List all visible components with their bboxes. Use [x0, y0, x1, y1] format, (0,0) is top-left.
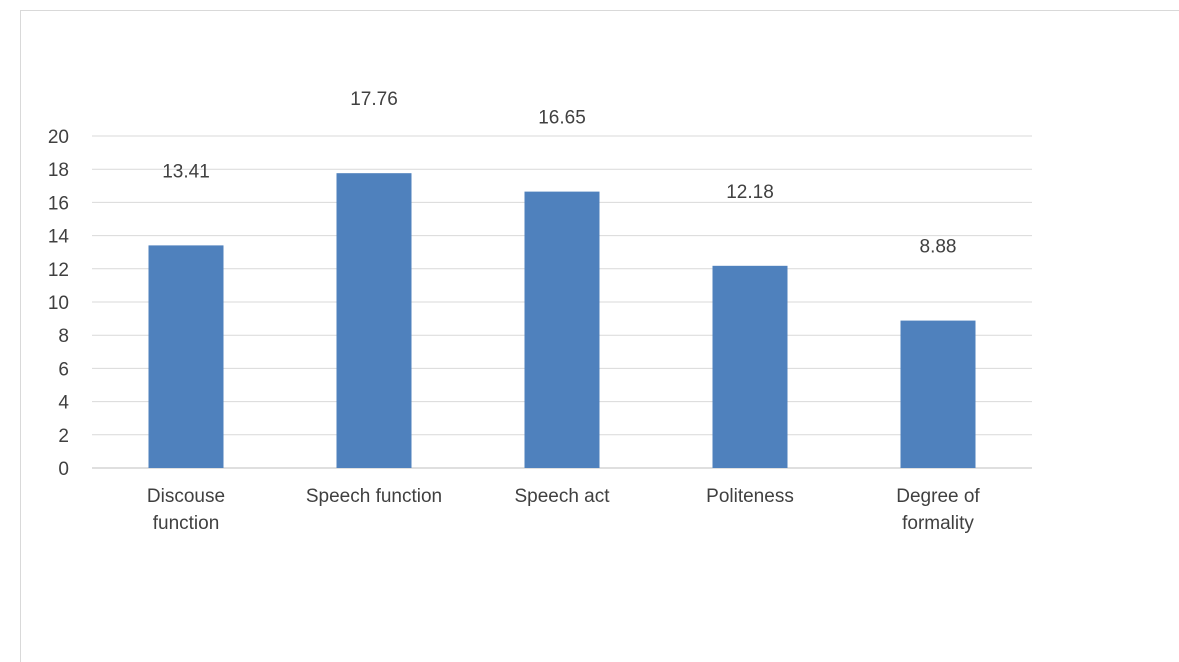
x-tick-label: formality — [902, 513, 974, 534]
y-axis: 0 2 4 6 8 10 12 14 16 18 20 — [48, 127, 70, 480]
y-tick-label: 10 — [48, 293, 69, 314]
x-tick-label: Speech function — [306, 486, 442, 507]
y-tick-label: 0 — [58, 459, 69, 480]
data-label: 17.76 — [350, 89, 398, 110]
y-tick-label: 8 — [58, 326, 69, 347]
y-tick-label: 18 — [48, 160, 69, 181]
x-tick-label: Speech act — [514, 486, 610, 507]
y-tick-label: 6 — [58, 359, 69, 380]
y-tick-label: 12 — [48, 260, 69, 281]
y-tick-label: 16 — [48, 193, 69, 214]
data-labels: 13.41 17.76 16.65 12.18 8.88 — [162, 89, 956, 257]
data-label: 13.41 — [162, 161, 210, 182]
bar — [524, 191, 600, 469]
x-tick-label: Discouse — [147, 486, 225, 507]
data-label: 8.88 — [920, 237, 957, 258]
x-tick-label: Degree of — [896, 486, 980, 507]
x-axis: Discouse function Speech function Speech ac… — [147, 486, 981, 534]
bars — [148, 173, 976, 469]
bar — [900, 320, 976, 468]
y-tick-label: 20 — [48, 127, 69, 148]
data-label: 16.65 — [538, 108, 586, 129]
x-tick-label: function — [153, 513, 220, 534]
bar — [148, 245, 224, 468]
y-tick-label: 14 — [48, 227, 70, 248]
y-tick-label: 4 — [58, 393, 69, 414]
x-tick-label: Politeness — [706, 486, 794, 507]
y-tick-label: 2 — [58, 426, 69, 447]
bar — [336, 173, 412, 468]
data-label: 12.18 — [726, 182, 774, 203]
bar — [712, 265, 788, 468]
